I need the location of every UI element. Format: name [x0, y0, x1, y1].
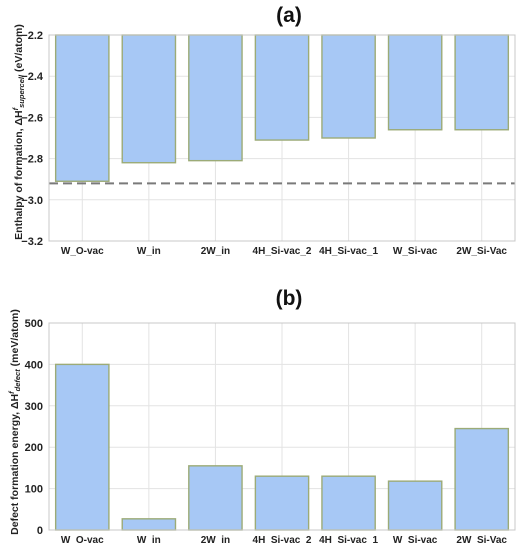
bar-2w-in: [188, 465, 243, 531]
bar-4h-si-vac-1: [321, 34, 376, 139]
y-tick-label: 100: [25, 484, 43, 496]
x-tick-label: 4H_Si-vac_2: [253, 535, 312, 544]
x-tick-label: 2W_Si-Vac: [456, 246, 507, 257]
y-tick-label: −2.6: [21, 112, 43, 124]
x-tick-label: 4H_Si-vac_2: [253, 246, 312, 257]
y-tick-label: −2.4: [21, 71, 44, 83]
x-tick-label: 2W_in: [201, 246, 230, 257]
x-tick-label: 4H_Si-vac_1: [319, 246, 378, 257]
y-tick-label: 0: [37, 525, 43, 537]
x-tick-label: W_Si-vac: [393, 246, 438, 257]
bar-w-o-vac: [54, 363, 110, 531]
y-tick-label: −2.8: [21, 154, 43, 166]
bar-w-o-vac: [54, 34, 110, 182]
x-tick-label: W_O-vac: [61, 535, 104, 544]
y-axis-label: Defect formation energy, ΔHfdefect (meV/…: [7, 309, 22, 535]
plot-area: [48, 322, 516, 531]
bar-w-in: [121, 34, 177, 164]
y-tick-label: 400: [25, 359, 43, 371]
y-tick-label: −3.0: [21, 195, 43, 207]
bar-2w-si-vac: [454, 427, 510, 531]
bar-w-si-vac: [387, 480, 443, 531]
bar-w-in: [121, 518, 177, 531]
y-tick-label: 300: [25, 401, 43, 413]
chart-title: (b): [276, 287, 303, 310]
chart-panel-b: (b) Defect formation energy, ΔHfdefect (…: [7, 287, 516, 546]
x-tick-label: 4H_Si-vac_1: [319, 535, 378, 544]
x-tick-label: W_in: [137, 535, 161, 544]
x-tick-label: W_Si-vac: [393, 535, 438, 544]
x-tick-label: 2W_in: [201, 535, 230, 544]
x-tick-label: 2W_Si-Vac: [456, 535, 507, 544]
bar-4h-si-vac-2: [254, 34, 310, 141]
bar-4h-si-vac-2: [254, 475, 310, 531]
y-axis-label: Enthalpy of formation, ΔHfsupercell (eV/…: [11, 24, 26, 240]
bar-2w-in: [188, 34, 243, 162]
bar-4h-si-vac-1: [321, 475, 376, 531]
y-tick-label: −3.2: [21, 236, 43, 248]
bar-w-si-vac: [387, 34, 443, 131]
y-tick-label: −2.2: [21, 30, 43, 42]
plot-area: [48, 34, 516, 242]
y-tick-label: 200: [25, 442, 43, 454]
x-tick-label: W_O-vac: [61, 246, 104, 257]
chart-title: (a): [276, 4, 302, 27]
y-tick-label: 500: [25, 318, 43, 330]
bar-2w-si-vac: [454, 34, 510, 131]
chart-panel-a: (a) Enthalpy of formation, ΔHfsupercell …: [11, 4, 516, 257]
x-tick-label: W_in: [137, 246, 161, 257]
